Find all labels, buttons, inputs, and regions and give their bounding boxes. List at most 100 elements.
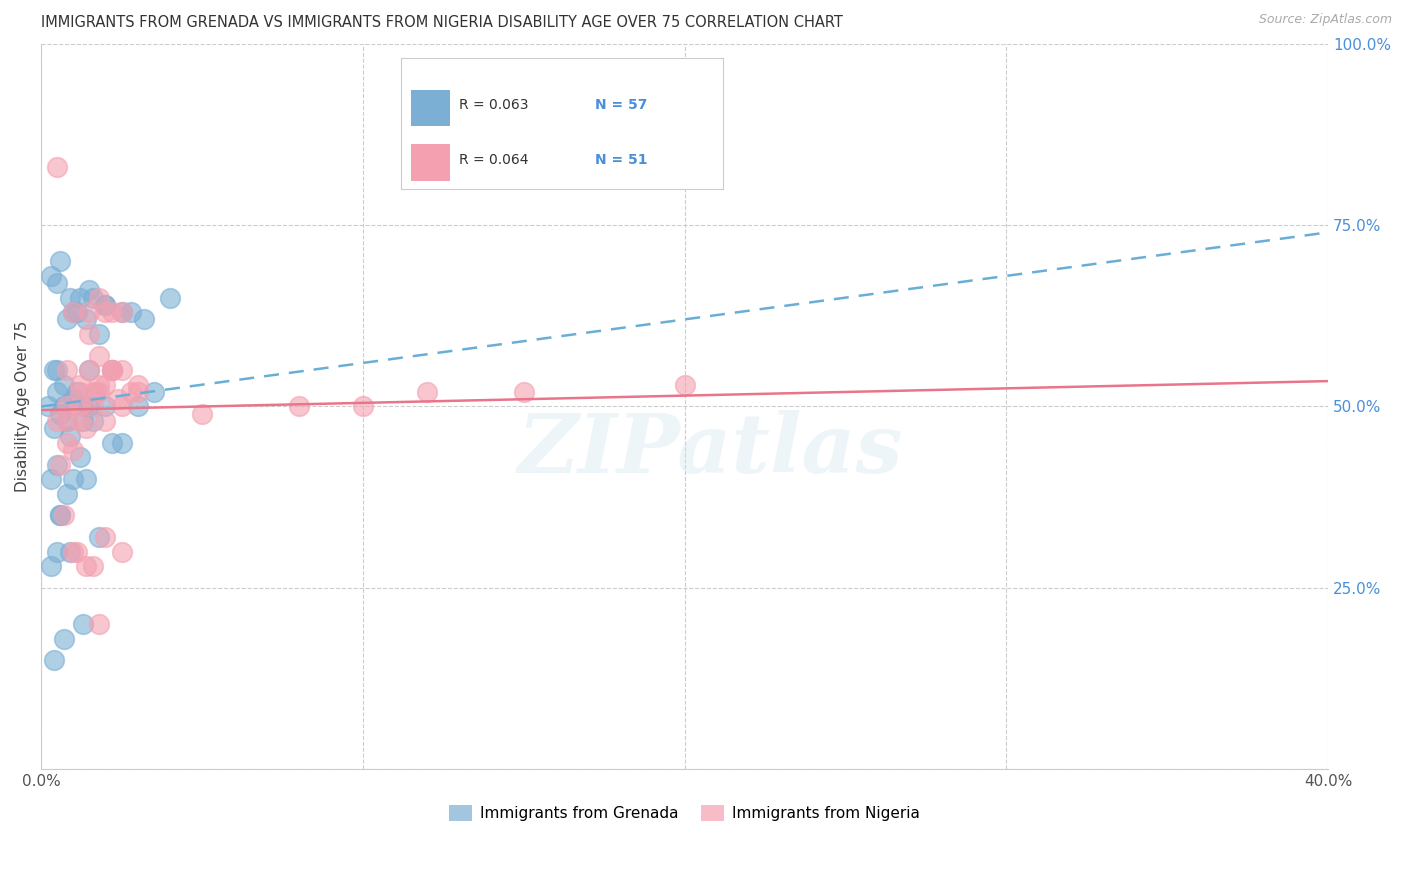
Point [110, 400, 132, 414]
Point [59, 428, 82, 442]
Point [87, 291, 110, 305]
Point [56, 486, 79, 500]
Point [46, 160, 69, 174]
Point [101, 435, 124, 450]
Point [49, 458, 72, 472]
Point [82, 400, 104, 414]
Point [69, 291, 91, 305]
Point [59, 544, 82, 558]
Point [416, 384, 439, 399]
Point [352, 400, 374, 414]
Point [79, 400, 101, 414]
Point [62, 392, 84, 407]
Text: ZIPatlas: ZIPatlas [517, 410, 903, 490]
Legend: Immigrants from Grenada, Immigrants from Nigeria: Immigrants from Grenada, Immigrants from… [443, 798, 927, 827]
Point [56, 414, 79, 428]
Point [39, 472, 62, 486]
Text: IMMIGRANTS FROM GRENADA VS IMMIGRANTS FROM NIGERIA DISABILITY AGE OVER 75 CORREL: IMMIGRANTS FROM GRENADA VS IMMIGRANTS FR… [41, 15, 844, 30]
Point [79, 305, 101, 319]
Point [75, 472, 97, 486]
Point [110, 544, 132, 558]
Point [49, 407, 72, 421]
Point [132, 312, 155, 326]
Point [75, 421, 97, 435]
Point [59, 291, 82, 305]
Point [120, 384, 142, 399]
Point [87, 377, 110, 392]
Point [87, 326, 110, 341]
Point [101, 305, 124, 319]
Point [87, 384, 110, 399]
Point [65, 544, 87, 558]
Point [82, 414, 104, 428]
Point [46, 384, 69, 399]
Point [110, 305, 132, 319]
Point [39, 268, 62, 283]
Point [56, 363, 79, 377]
Point [69, 400, 91, 414]
Point [56, 414, 79, 428]
Point [56, 400, 79, 414]
Point [69, 384, 91, 399]
Point [79, 326, 101, 341]
Point [52, 508, 75, 523]
Point [79, 363, 101, 377]
Point [69, 414, 91, 428]
Point [46, 544, 69, 558]
Point [101, 363, 124, 377]
Point [42, 363, 65, 377]
Point [46, 414, 69, 428]
Point [94, 377, 117, 392]
Point [65, 305, 87, 319]
Point [110, 305, 132, 319]
Point [94, 298, 117, 312]
Point [94, 400, 117, 414]
Point [287, 400, 309, 414]
Point [72, 617, 94, 632]
Point [110, 435, 132, 450]
Point [39, 559, 62, 574]
Point [84, 384, 107, 399]
Point [107, 392, 129, 407]
Point [101, 363, 124, 377]
Point [62, 443, 84, 458]
Point [46, 276, 69, 290]
Point [79, 363, 101, 377]
Point [49, 508, 72, 523]
Point [49, 508, 72, 523]
Point [52, 377, 75, 392]
Point [87, 349, 110, 363]
Point [142, 384, 165, 399]
Y-axis label: Disability Age Over 75: Disability Age Over 75 [15, 321, 30, 492]
Point [75, 559, 97, 574]
Point [87, 617, 110, 632]
Point [673, 377, 696, 392]
Point [52, 632, 75, 646]
Point [127, 384, 149, 399]
Text: Source: ZipAtlas.com: Source: ZipAtlas.com [1258, 13, 1392, 27]
Point [42, 421, 65, 435]
Point [42, 653, 65, 667]
Point [120, 305, 142, 319]
Point [94, 530, 117, 544]
Point [69, 377, 91, 392]
Point [87, 530, 110, 544]
Point [513, 384, 536, 399]
Point [62, 305, 84, 319]
Point [82, 559, 104, 574]
Point [82, 291, 104, 305]
Point [72, 400, 94, 414]
Point [75, 312, 97, 326]
Point [101, 363, 124, 377]
Point [49, 254, 72, 268]
Point [52, 400, 75, 414]
Point [46, 363, 69, 377]
Point [82, 384, 104, 399]
Point [37, 400, 59, 414]
Point [110, 363, 132, 377]
Point [94, 305, 117, 319]
Point [56, 312, 79, 326]
Point [191, 407, 214, 421]
Point [46, 458, 69, 472]
Point [159, 291, 181, 305]
